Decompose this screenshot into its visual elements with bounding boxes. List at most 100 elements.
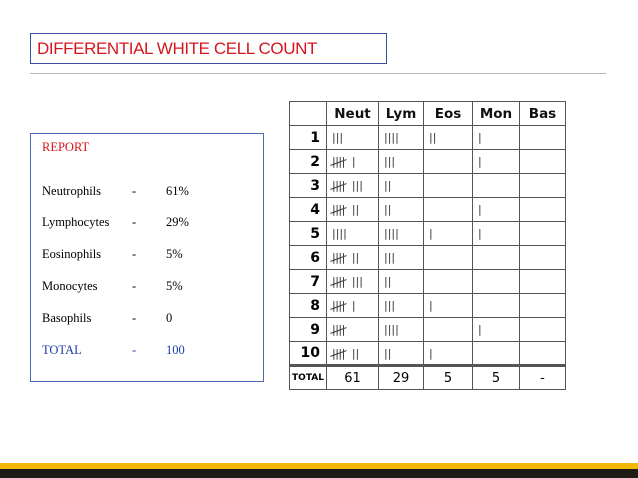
tally-strokes: |||: [332, 131, 344, 144]
tally-strokes: |: [351, 155, 356, 168]
total-mon: 5: [472, 364, 520, 390]
footer-gold-bar: [0, 463, 638, 469]
tally-marks-neut: |||| |||: [326, 173, 379, 198]
tally-strokes: ||||: [384, 323, 399, 336]
title-box: DIFFERENTIAL WHITE CELL COUNT: [30, 33, 387, 64]
report-label: Lymphocytes: [42, 215, 110, 229]
tally-row: 8 |||| | ||| |: [289, 293, 566, 318]
tally-marks-lym: |||: [378, 245, 424, 270]
tally-five-group: ||||: [332, 323, 345, 336]
tally-marks-neut: |||| ||: [326, 245, 379, 270]
tally-strokes: |||: [384, 251, 396, 264]
report-value: 61%: [166, 184, 189, 198]
report-dash: -: [132, 215, 137, 229]
tally-marks-lym: ||||: [378, 125, 424, 150]
report-value: 29%: [166, 215, 189, 229]
tally-strokes: ||: [351, 346, 360, 360]
report-value: 5%: [166, 279, 183, 293]
report-dash: -: [132, 311, 137, 325]
tally-marks-eos: [423, 317, 473, 342]
report-dash: -: [132, 247, 137, 261]
tally-marks-lym: ||: [378, 269, 424, 294]
tally-marks-mon: [472, 173, 520, 198]
tally-total-row: TOTAL 61 29 5 5 -: [289, 364, 566, 390]
report-label: Monocytes: [42, 279, 98, 293]
tally-marks-eos: ||: [423, 125, 473, 150]
report-row-eosinophils: Eosinophils - 5%: [42, 247, 252, 263]
tally-marks-neut: |||| |||: [326, 269, 379, 294]
report-label: Neutrophils: [42, 184, 102, 198]
tally-marks-eos: [423, 245, 473, 270]
tally-five-group: ||||: [332, 346, 345, 360]
tally-marks-mon: [472, 269, 520, 294]
tally-row-number: 10: [289, 341, 327, 366]
report-box: REPORT Neutrophils - 61% Lymphocytes - 2…: [30, 133, 264, 382]
tally-marks-lym: |||: [378, 149, 424, 174]
tally-row: 2 |||| | ||| |: [289, 149, 566, 174]
tally-row-number: 2: [289, 149, 327, 174]
tally-marks-eos: [423, 149, 473, 174]
tally-row: 4 |||| || || |: [289, 197, 566, 222]
report-row-total: TOTAL - 100: [42, 343, 252, 359]
tally-strokes: |||: [384, 299, 396, 312]
tally-strokes: |: [429, 299, 433, 312]
tally-marks-lym: |||: [378, 293, 424, 318]
report-dash: -: [132, 279, 137, 293]
tally-five-group: ||||: [332, 179, 345, 192]
report-heading: REPORT: [42, 140, 90, 154]
tally-marks-neut: |||| ||: [326, 197, 379, 222]
header-lym: Lym: [378, 101, 424, 126]
tally-marks-lym: ||||: [378, 317, 424, 342]
tally-marks-eos: |: [423, 293, 473, 318]
tally-row: 6 |||| || |||: [289, 245, 566, 270]
tally-marks-mon: [472, 245, 520, 270]
tally-five-group: ||||: [332, 299, 345, 312]
tally-row-number: 6: [289, 245, 327, 270]
tally-strokes: |: [478, 131, 482, 144]
report-dash: -: [132, 343, 137, 357]
tally-strokes: |: [429, 227, 433, 240]
tally-marks-mon: [472, 341, 520, 366]
tally-marks-eos: [423, 197, 473, 222]
report-row-neutrophils: Neutrophils - 61%: [42, 184, 252, 200]
tally-strokes: |||: [351, 179, 363, 192]
tally-marks-neut: ||||: [326, 221, 379, 246]
tally-strokes: ||||: [384, 227, 399, 240]
tally-strokes: ||: [384, 179, 392, 192]
tally-marks-mon: |: [472, 197, 520, 222]
tally-row: 3 |||| ||| ||: [289, 173, 566, 198]
tally-row: 10 |||| || || |: [289, 341, 566, 366]
tally-strokes: |: [478, 227, 482, 240]
tally-row-number: 5: [289, 221, 327, 246]
tally-strokes: |||: [351, 275, 363, 288]
tally-marks-bas: [519, 317, 566, 342]
tally-row-number: 4: [289, 197, 327, 222]
tally-row-number: 9: [289, 317, 327, 342]
footer-dark-bar: [0, 469, 638, 478]
tally-marks-bas: [519, 269, 566, 294]
tally-corner: [289, 101, 327, 126]
tally-strokes: ||: [384, 203, 392, 216]
report-value: 0: [166, 311, 173, 325]
tally-marks-bas: [519, 293, 566, 318]
report-row-monocytes: Monocytes - 5%: [42, 279, 252, 295]
tally-marks-neut: ||||: [326, 317, 379, 342]
tally-strokes: |: [351, 299, 356, 312]
report-label: Basophils: [42, 311, 92, 325]
tally-marks-eos: |: [423, 341, 473, 366]
tally-strokes: ||: [351, 203, 360, 216]
total-lym: 29: [378, 364, 424, 390]
report-row-basophils: Basophils - 0: [42, 311, 252, 327]
tally-marks-eos: [423, 173, 473, 198]
tally-five-group: ||||: [332, 203, 345, 216]
header-eos: Eos: [423, 101, 473, 126]
tally-strokes: ||||: [384, 131, 399, 144]
total-bas: -: [519, 364, 566, 390]
tally-strokes: ||: [429, 131, 437, 144]
tally-marks-bas: [519, 341, 566, 366]
tally-body: 1 ||| |||| || | 2 |||| | ||| | 3 |||| ||| || 4 |||| |…: [289, 125, 566, 366]
tally-marks-neut: |||| ||: [326, 341, 379, 366]
header-neut: Neut: [326, 101, 379, 126]
tally-row-number: 1: [289, 125, 327, 150]
tally-marks-mon: |: [472, 221, 520, 246]
